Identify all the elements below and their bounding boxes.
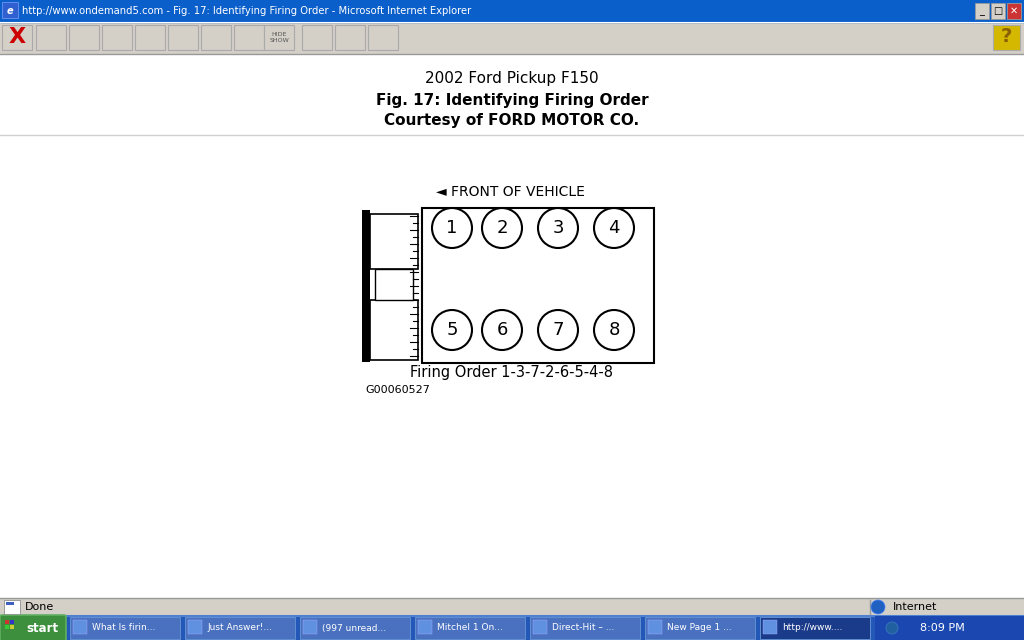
Bar (185, 617, 295, 639)
Bar (530, 617, 640, 639)
Text: HIDE: HIDE (271, 31, 287, 36)
Bar (6, 602, 14, 605)
Bar (368, 25, 398, 50)
Bar (102, 25, 132, 50)
Bar (0, 22, 1024, 54)
Bar (234, 25, 264, 50)
Bar (0, 616, 1024, 640)
Bar (975, 3, 989, 19)
Bar (991, 3, 1005, 19)
Text: 3: 3 (552, 219, 564, 237)
Text: Internet: Internet (893, 602, 937, 612)
Text: SHOW: SHOW (269, 38, 289, 44)
Bar (69, 25, 99, 50)
Circle shape (432, 208, 472, 248)
FancyBboxPatch shape (0, 615, 66, 640)
Bar (302, 25, 332, 50)
Text: What Is firin...: What Is firin... (92, 623, 156, 632)
Bar (4, 600, 20, 614)
Bar (10, 625, 14, 629)
Text: 6: 6 (497, 321, 508, 339)
Text: 7: 7 (552, 321, 564, 339)
Circle shape (871, 600, 885, 614)
Text: Just Answer!...: Just Answer!... (207, 623, 272, 632)
Bar (264, 25, 294, 50)
Bar (645, 617, 755, 639)
Text: ?: ? (1000, 28, 1012, 47)
Text: Fig. 17: Identifying Firing Order: Fig. 17: Identifying Firing Order (376, 93, 648, 108)
Bar (648, 620, 662, 634)
Bar (201, 25, 231, 50)
Text: 8: 8 (608, 321, 620, 339)
Bar (0, 54, 1024, 598)
Bar (760, 617, 870, 639)
Bar (993, 25, 1020, 50)
Bar (415, 617, 525, 639)
Circle shape (594, 208, 634, 248)
Bar (300, 617, 410, 639)
Bar (422, 208, 654, 363)
Bar (1007, 3, 1021, 19)
Text: Mitchel 1 On...: Mitchel 1 On... (437, 623, 503, 632)
Bar (534, 620, 547, 634)
Bar (2, 2, 18, 18)
Bar (188, 620, 202, 634)
Text: e: e (7, 6, 13, 16)
Text: New Page 1 ...: New Page 1 ... (667, 623, 731, 632)
Bar (70, 617, 180, 639)
Text: 2002 Ford Pickup F150: 2002 Ford Pickup F150 (425, 70, 599, 86)
Bar (2, 25, 32, 50)
Circle shape (886, 622, 898, 634)
Text: Direct-Hit – ...: Direct-Hit – ... (552, 623, 614, 632)
Text: □: □ (993, 6, 1002, 16)
Text: http://www....: http://www.... (782, 623, 843, 632)
Text: 4: 4 (608, 219, 620, 237)
Text: Done: Done (25, 602, 54, 612)
Circle shape (482, 208, 522, 248)
Bar (418, 620, 432, 634)
Text: _: _ (980, 6, 984, 16)
Text: 5: 5 (446, 321, 458, 339)
Bar (874, 616, 1024, 640)
Bar (335, 25, 365, 50)
Text: http://www.ondemand5.com - Fig. 17: Identifying Firing Order - Microsoft Interne: http://www.ondemand5.com - Fig. 17: Iden… (22, 6, 471, 16)
Bar (0, 598, 1024, 616)
Bar (763, 620, 777, 634)
Circle shape (594, 310, 634, 350)
Text: X: X (8, 27, 26, 47)
Text: ✕: ✕ (1010, 6, 1018, 16)
Circle shape (432, 310, 472, 350)
Circle shape (482, 310, 522, 350)
Circle shape (538, 310, 578, 350)
Bar (370, 214, 418, 269)
Bar (5, 620, 9, 624)
Bar (73, 620, 87, 634)
Text: 1: 1 (446, 219, 458, 237)
Text: Courtesy of FORD MOTOR CO.: Courtesy of FORD MOTOR CO. (384, 113, 640, 127)
Bar (5, 625, 9, 629)
Text: 2: 2 (497, 219, 508, 237)
Bar (135, 25, 165, 50)
Bar (362, 210, 370, 362)
Text: Firing Order 1-3-7-2-6-5-4-8: Firing Order 1-3-7-2-6-5-4-8 (411, 365, 613, 380)
Text: start: start (26, 621, 58, 634)
Bar (0, 0, 1024, 22)
Bar (168, 25, 198, 50)
Bar (303, 620, 317, 634)
Bar (375, 269, 413, 300)
Text: 8:09 PM: 8:09 PM (920, 623, 965, 633)
Text: ◄ FRONT OF VEHICLE: ◄ FRONT OF VEHICLE (435, 185, 585, 199)
Circle shape (538, 208, 578, 248)
Text: G00060527: G00060527 (365, 385, 430, 395)
Bar (370, 300, 418, 360)
Bar (10, 620, 14, 624)
Bar (36, 25, 66, 50)
Text: (997 unread...: (997 unread... (322, 623, 386, 632)
